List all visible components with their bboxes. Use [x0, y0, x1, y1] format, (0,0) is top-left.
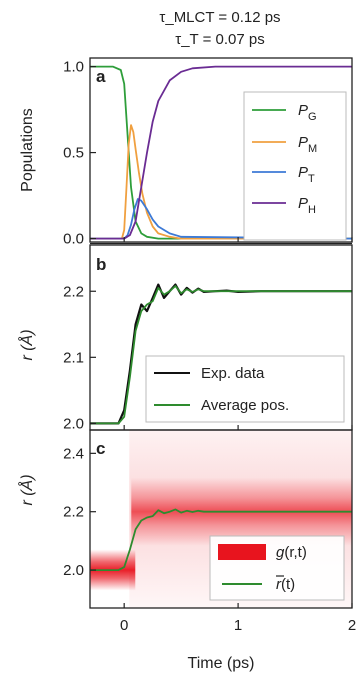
x-tick-label: 0: [120, 617, 128, 634]
legend-a-label-pm: PM: [298, 134, 317, 155]
header-line-1: τ_MLCT = 0.12 ps: [159, 9, 280, 26]
panel-letter-c: c: [96, 439, 105, 458]
header-line-2: τ_T = 0.07 ps: [175, 31, 264, 48]
legend-c-label-mean: r(t): [276, 576, 295, 593]
panel-b-ytick-label: 2.2: [63, 283, 84, 300]
panel-a-frame: [89, 57, 353, 243]
panel-c-ylabel: r (Å): [17, 474, 36, 505]
panel-c-ytick-label: 2.4: [63, 445, 84, 462]
panel-a-series-1-line: [90, 124, 352, 240]
legend-a-label-pt: PT: [298, 164, 315, 185]
panel-c-series-0-line: [90, 508, 352, 571]
legend-c-label-density: g(r,t): [276, 544, 307, 561]
legend-c-swatch-density: [218, 544, 266, 560]
legend-a: PG PM PT PH: [243, 91, 347, 241]
panel-c-lines: [90, 508, 352, 571]
panel-c-ytick-label: 2.0: [63, 562, 84, 579]
panel-a-ylabel: Populations: [19, 108, 36, 192]
panel-c-ytick-label: 2.2: [63, 504, 84, 521]
legend-b-label-avg: Average pos.: [201, 397, 289, 414]
panel-a-series-3-line: [90, 65, 352, 240]
legend-a-label-ph: PH: [298, 195, 316, 216]
x-tick-label: 1: [234, 617, 242, 634]
legend-b-box: [145, 355, 345, 423]
panel-b-series-1-line: [90, 285, 352, 425]
panel-letter-b: b: [96, 255, 106, 274]
panel-b-lines: [90, 283, 352, 425]
legend-b-label-exp: Exp. data: [201, 365, 265, 382]
panel-c-frame: [89, 429, 353, 609]
axes: 0.0 0.5 1.0 2.0 2.1 2.2 2.0 2.2 2.4 0 1 2: [63, 59, 356, 634]
panel-a-lines: [90, 65, 352, 240]
panel-b-ytick-label: 2.0: [63, 415, 84, 432]
panel-a-ytick-label: 1.0: [63, 59, 84, 76]
legend-c: g(r,t) r(t): [209, 535, 345, 601]
panel-a-series-2-line: [90, 198, 352, 240]
x-axis-label: Time (ps): [188, 655, 255, 672]
panel-a-ytick-label: 0.0: [63, 231, 84, 248]
legend-a-box: [243, 91, 347, 241]
panel-a-ytick-label: 0.5: [63, 145, 84, 162]
panel-b-ylabel: r (Å): [17, 329, 36, 360]
legend-b: Exp. data Average pos.: [145, 355, 345, 423]
legend-a-label-pg: PG: [298, 102, 317, 123]
panel-letter-a: a: [96, 67, 106, 86]
x-tick-label: 2: [348, 617, 356, 634]
panel-b-ytick-label: 2.1: [63, 349, 84, 366]
